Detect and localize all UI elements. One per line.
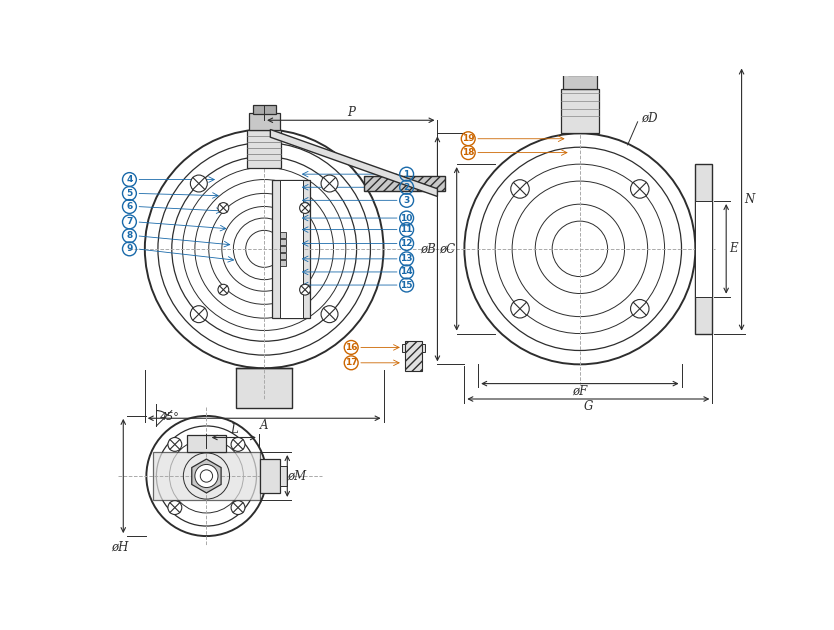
Text: 15: 15	[400, 280, 413, 290]
Text: øH: øH	[112, 541, 129, 553]
Bar	[249, 113, 279, 130]
Bar	[405, 341, 422, 370]
Circle shape	[321, 306, 338, 323]
Polygon shape	[192, 459, 221, 493]
Text: øF: øF	[572, 385, 587, 398]
Bar	[279, 239, 286, 245]
Bar	[568, 66, 592, 75]
Polygon shape	[270, 130, 438, 197]
Text: 6: 6	[126, 202, 133, 211]
Text: 5: 5	[126, 189, 133, 198]
Circle shape	[299, 284, 310, 295]
Circle shape	[510, 299, 530, 318]
Bar	[253, 105, 276, 114]
Bar	[563, 73, 597, 89]
Text: øM: øM	[287, 469, 306, 483]
Text: 45°: 45°	[160, 412, 180, 422]
Text: 3: 3	[404, 196, 409, 205]
Circle shape	[168, 437, 182, 451]
Circle shape	[231, 501, 245, 515]
Text: 13: 13	[400, 255, 413, 263]
Bar	[279, 253, 286, 259]
Bar	[696, 164, 712, 333]
Bar	[237, 368, 292, 408]
Text: 4: 4	[126, 175, 133, 184]
Text: 14: 14	[400, 268, 413, 277]
Text: øB: øB	[420, 243, 436, 255]
Text: 10: 10	[400, 214, 413, 222]
Bar	[402, 345, 405, 352]
Text: 8: 8	[126, 231, 133, 240]
Bar	[364, 176, 445, 191]
Bar	[560, 89, 599, 134]
Bar	[247, 130, 281, 168]
Circle shape	[231, 437, 245, 451]
Circle shape	[190, 306, 208, 323]
Text: øC: øC	[440, 243, 455, 255]
Text: øD: øD	[641, 112, 658, 125]
Bar	[260, 459, 279, 493]
Text: 12: 12	[400, 239, 413, 248]
Text: 18: 18	[462, 148, 475, 157]
Bar	[279, 260, 286, 266]
Text: A: A	[260, 420, 269, 432]
Bar	[153, 452, 260, 500]
Text: 7: 7	[126, 217, 133, 226]
Circle shape	[299, 203, 310, 214]
Bar	[187, 435, 226, 452]
Text: E: E	[730, 243, 738, 255]
Bar	[279, 180, 303, 318]
Circle shape	[321, 175, 338, 192]
Text: 19: 19	[462, 134, 475, 143]
Bar	[422, 345, 425, 352]
Bar	[279, 232, 286, 238]
Text: 16: 16	[345, 343, 358, 352]
Circle shape	[190, 175, 208, 192]
Text: N: N	[744, 193, 755, 206]
Circle shape	[218, 284, 229, 295]
Text: L: L	[230, 423, 238, 437]
Text: P: P	[347, 106, 354, 119]
Text: 11: 11	[400, 225, 413, 234]
Circle shape	[218, 203, 229, 214]
Bar	[279, 466, 287, 486]
Text: 2: 2	[404, 183, 409, 192]
Bar	[272, 180, 310, 318]
Circle shape	[195, 464, 218, 488]
Circle shape	[168, 501, 182, 515]
Circle shape	[631, 180, 649, 198]
Text: 1: 1	[404, 169, 409, 179]
Text: 17: 17	[345, 358, 358, 367]
Text: 9: 9	[126, 244, 133, 253]
Bar	[696, 201, 712, 297]
Text: G: G	[584, 400, 593, 413]
Circle shape	[510, 180, 530, 198]
Bar	[279, 246, 286, 252]
Circle shape	[631, 299, 649, 318]
